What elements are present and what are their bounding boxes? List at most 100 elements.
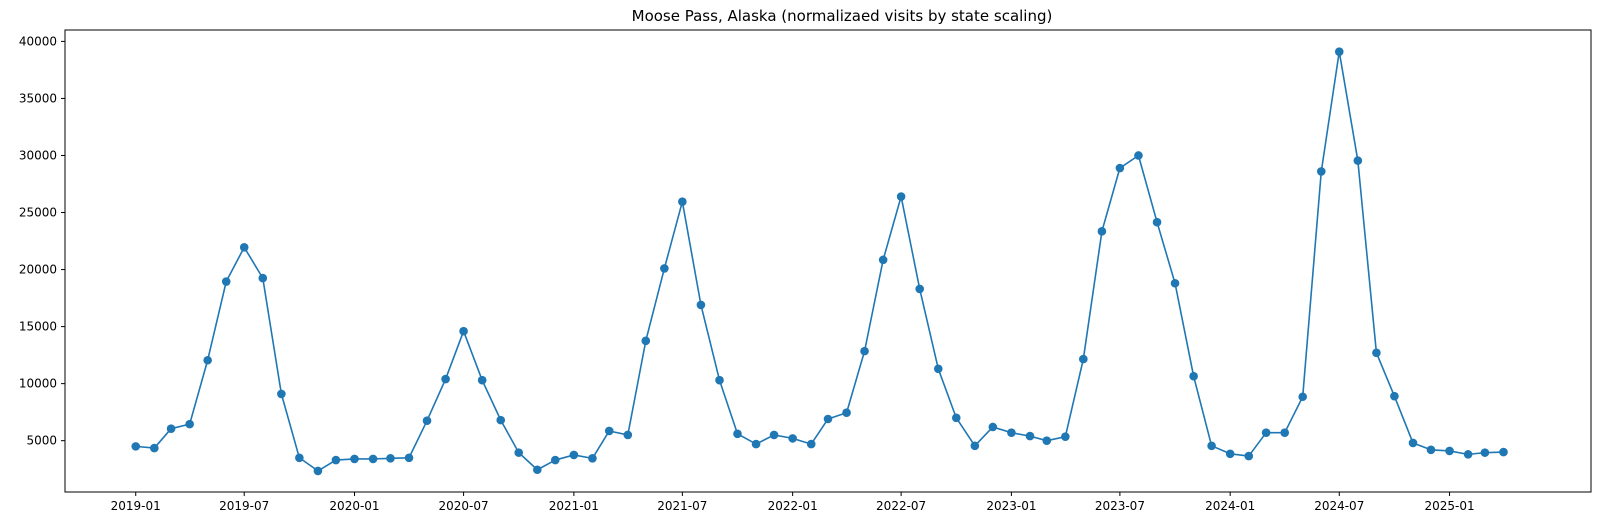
x-tick-label: 2024-07: [1314, 499, 1364, 513]
y-tick-label: 5000: [26, 434, 57, 448]
data-point: [1390, 391, 1399, 401]
data-point: [733, 429, 742, 439]
y-tick-label: 25000: [19, 206, 57, 220]
data-point: [970, 441, 980, 451]
data-point: [623, 430, 633, 440]
data-point: [1079, 354, 1088, 364]
data-point: [1316, 167, 1326, 176]
chart-title: Moose Pass, Alaska (normalizaed visits b…: [632, 7, 1053, 25]
data-point: [1189, 371, 1198, 381]
data-point: [514, 448, 524, 457]
x-tick-label: 2023-01: [986, 499, 1036, 513]
data-point: [1025, 431, 1035, 441]
data-point: [313, 466, 323, 476]
x-tick-label: 2024-01: [1205, 499, 1255, 513]
data-point: [368, 454, 378, 464]
data-point: [1061, 432, 1070, 441]
data-point: [150, 443, 159, 453]
data-point: [788, 434, 797, 443]
data-point: [588, 454, 597, 463]
data-point: [185, 419, 194, 429]
data-point: [1280, 428, 1290, 437]
data-point: [459, 326, 468, 336]
data-point: [1244, 451, 1254, 461]
data-point: [239, 243, 249, 252]
data-point: [1152, 217, 1162, 227]
y-tick-label: 20000: [19, 263, 57, 277]
data-point: [496, 415, 506, 425]
data-point: [1261, 428, 1271, 437]
data-point: [1499, 447, 1508, 457]
axes-frame: [64, 29, 1592, 493]
y-tick-label: 30000: [19, 148, 57, 162]
series-line: [135, 50, 1504, 472]
y-tick-label: 15000: [19, 320, 57, 334]
data-point: [806, 439, 816, 449]
data-point: [1042, 436, 1052, 445]
data-point: [550, 455, 560, 465]
data-point: [1480, 448, 1490, 457]
data-point: [1225, 449, 1235, 459]
data-point: [203, 355, 212, 365]
data-point: [1170, 278, 1180, 288]
data-point: [221, 277, 231, 286]
data-point: [988, 422, 998, 432]
data-point: [823, 414, 833, 424]
data-point: [258, 273, 268, 283]
data-point: [1353, 156, 1363, 165]
data-point: [350, 454, 359, 464]
data-point: [1207, 441, 1216, 451]
data-point: [1298, 392, 1307, 402]
x-tick-label: 2022-07: [876, 499, 926, 513]
data-point: [751, 439, 761, 449]
data-point: [1115, 163, 1125, 173]
x-tick-label: 2020-07: [439, 499, 489, 513]
data-point: [933, 364, 943, 374]
data-point: [878, 255, 888, 265]
data-point: [896, 192, 906, 201]
data-point: [422, 416, 432, 426]
x-tick-label: 2020-01: [329, 499, 379, 513]
data-point: [1007, 428, 1016, 437]
x-tick-label: 2022-01: [768, 499, 818, 513]
x-tick-label: 2025-01: [1424, 499, 1474, 513]
data-point: [641, 336, 651, 346]
data-point: [1445, 446, 1454, 456]
data-point: [915, 284, 924, 294]
data-point: [1408, 438, 1418, 448]
data-point: [842, 408, 851, 418]
y-tick-label: 10000: [19, 377, 57, 391]
data-point: [696, 300, 706, 310]
data-point: [1097, 227, 1107, 236]
x-tick-label: 2021-01: [549, 499, 599, 513]
data-point: [1134, 151, 1143, 160]
data-point: [769, 430, 779, 440]
data-point: [277, 389, 286, 399]
data-point: [660, 264, 669, 273]
data-point: [533, 465, 542, 475]
x-tick-label: 2019-01: [111, 499, 161, 513]
y-tick-label: 40000: [19, 34, 57, 48]
data-point: [166, 424, 176, 433]
data-point: [951, 413, 961, 423]
data-point: [386, 454, 395, 463]
data-point: [295, 453, 304, 463]
data-point: [860, 346, 869, 356]
data-point: [404, 453, 414, 463]
x-tick-label: 2023-07: [1095, 499, 1145, 513]
data-point: [604, 426, 614, 436]
x-tick-label: 2019-07: [219, 499, 269, 513]
data-point: [441, 374, 450, 384]
data-point: [1334, 47, 1344, 56]
y-tick-label: 35000: [19, 91, 57, 105]
data-point: [1372, 348, 1381, 358]
data-point: [331, 455, 341, 465]
data-point: [1426, 445, 1436, 455]
data-point: [1463, 450, 1473, 459]
plot-area: 5000 10000 15000 20000 25000 30000 35000 40000 2…: [19, 29, 1592, 513]
data-point: [678, 197, 687, 206]
data-point: [569, 450, 579, 460]
x-tick-label: 2021-07: [657, 499, 707, 513]
data-point: [715, 375, 724, 385]
